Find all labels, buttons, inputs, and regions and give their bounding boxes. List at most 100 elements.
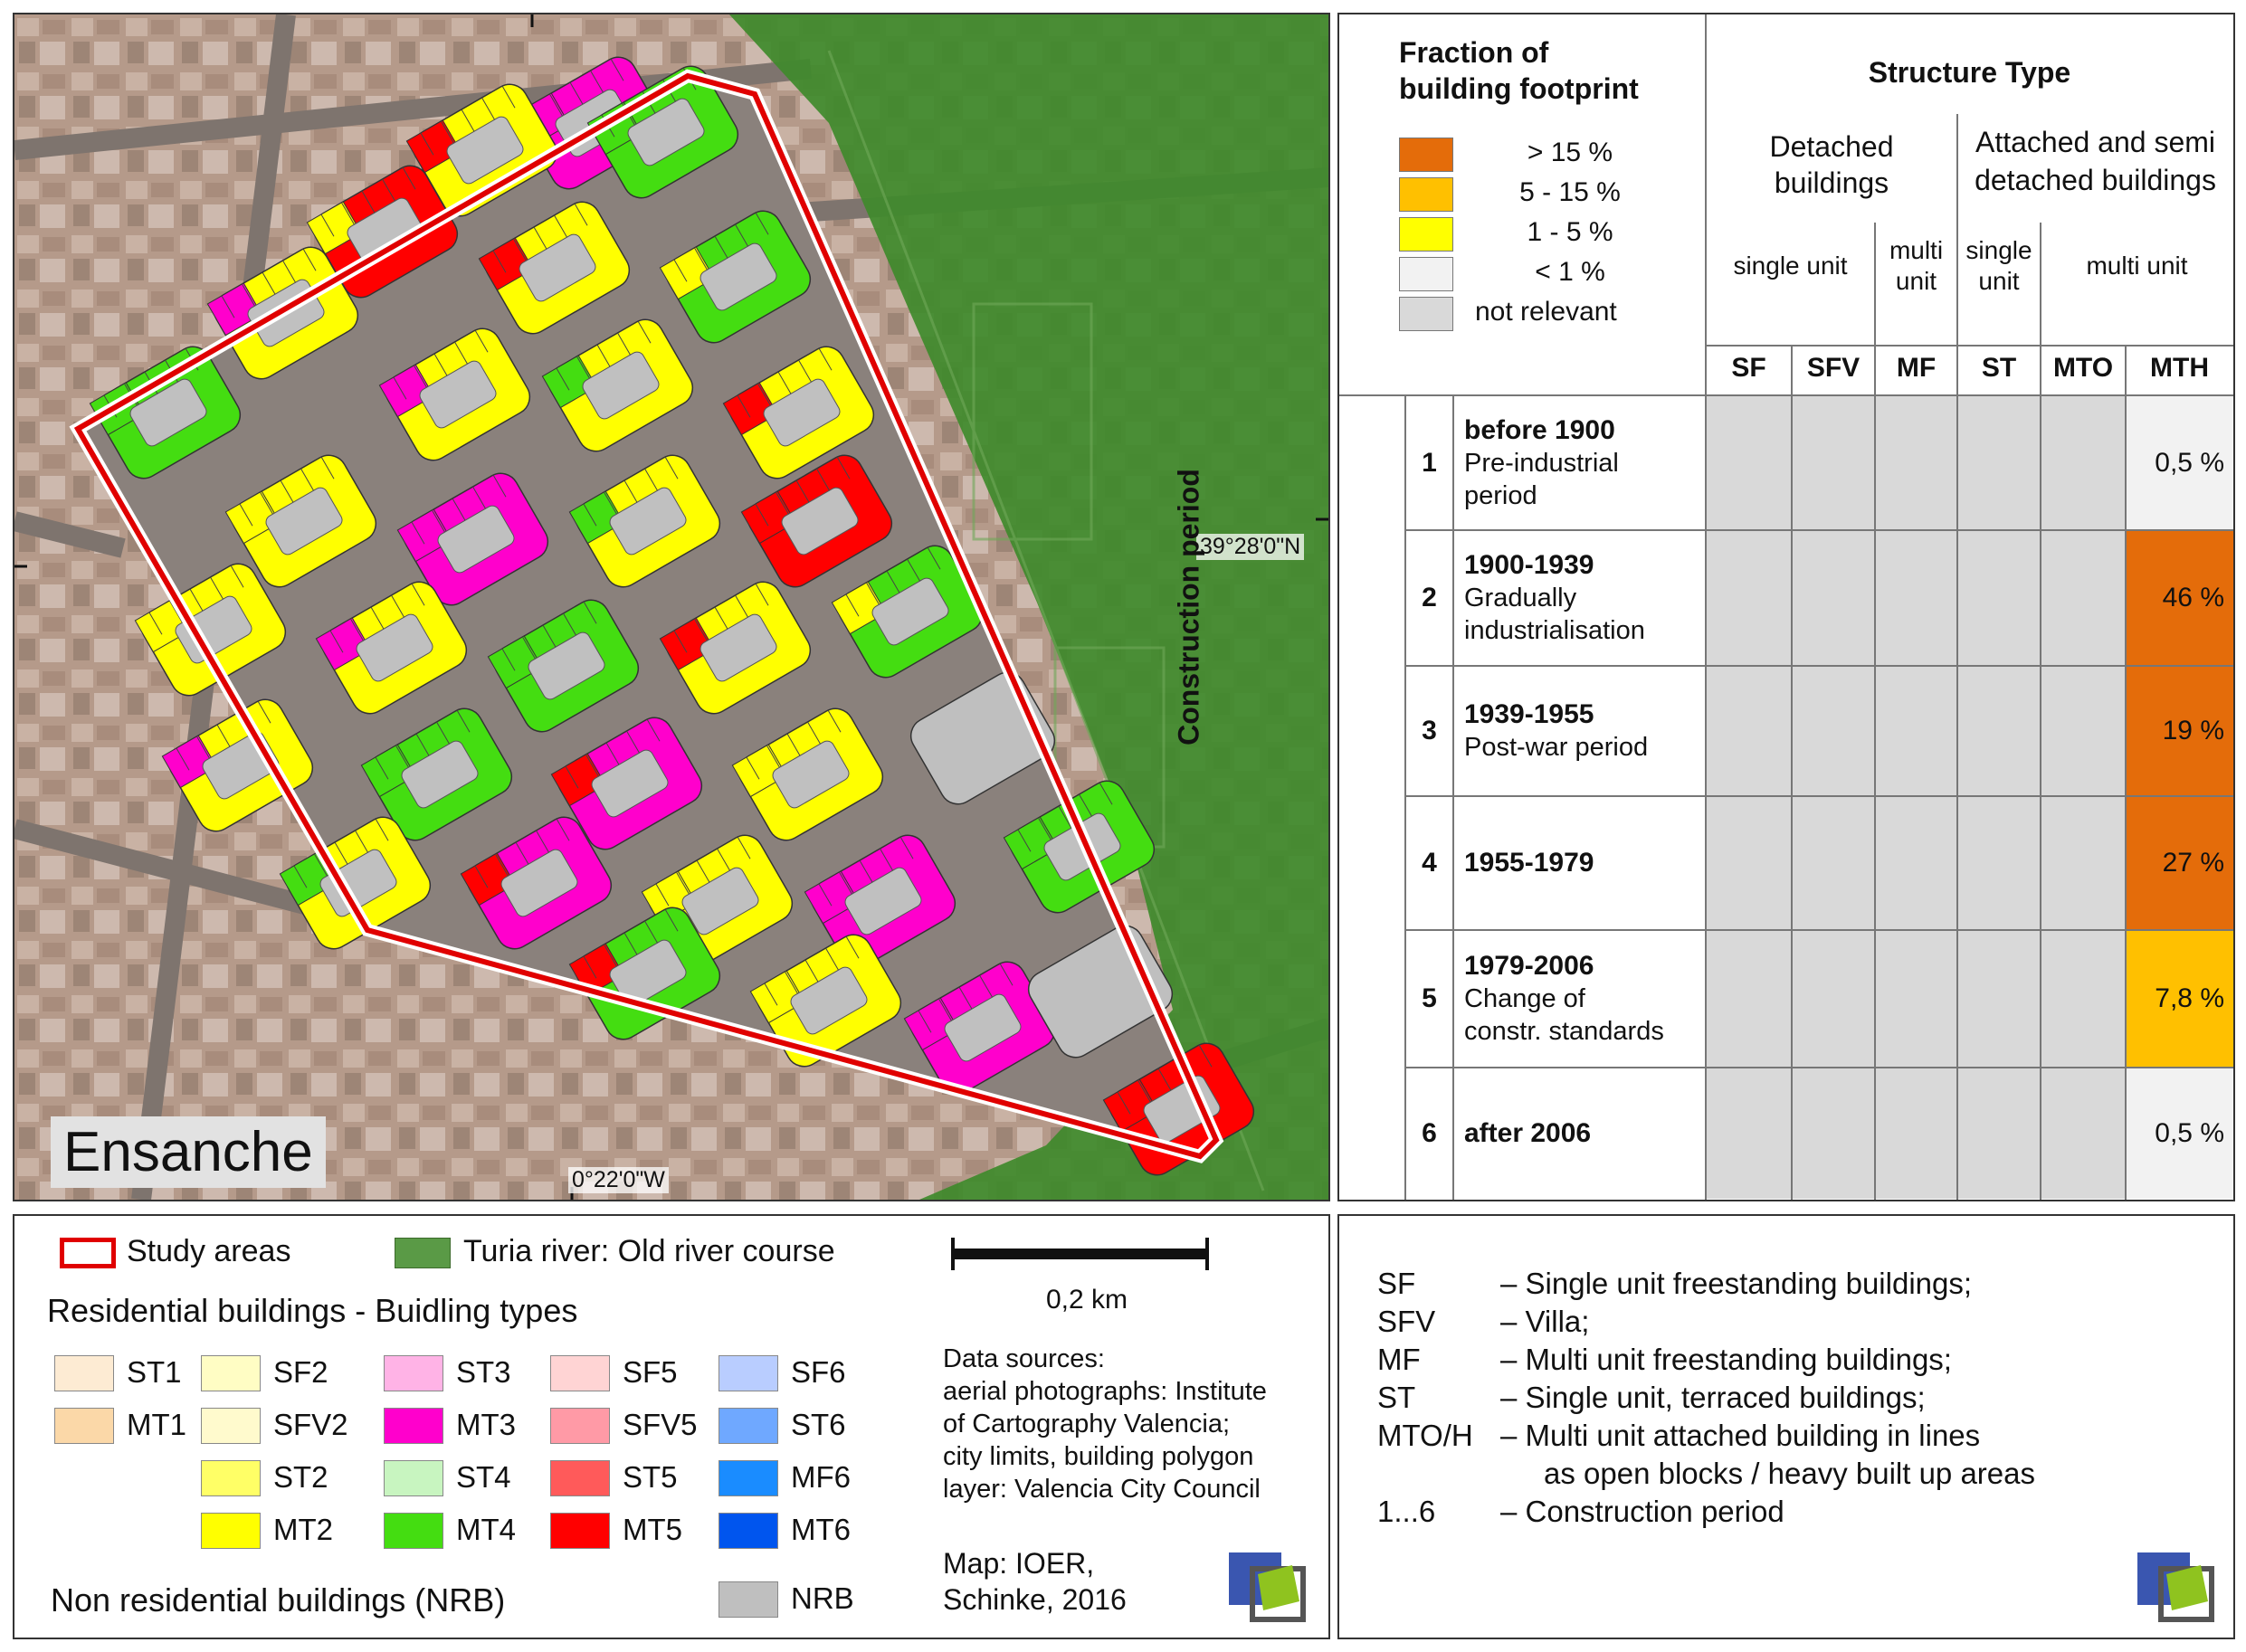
city-block: [550, 717, 703, 850]
period-number: 5: [1422, 983, 1437, 1013]
building-type-label: MF6: [791, 1460, 851, 1494]
period-number: 4: [1422, 848, 1437, 878]
detached-title-line2: buildings: [1774, 166, 1889, 199]
city-block: [722, 346, 875, 479]
city-block: [224, 454, 377, 588]
period-title: 1900-1939: [1464, 550, 1594, 580]
building-type-swatch: [550, 1460, 610, 1496]
not-relevant-cell: [2041, 1068, 2125, 1199]
city-block: [478, 201, 631, 335]
building-type-label: MT6: [791, 1513, 851, 1546]
period-label: 1955-1979: [1464, 796, 1704, 930]
building-type-swatch: [384, 1408, 443, 1444]
map-legend-panel: Study areas Turia river: Old river cours…: [13, 1214, 1330, 1639]
not-relevant-cell: [1876, 396, 1956, 529]
fraction-swatch: [1399, 297, 1453, 331]
building-type-label: MT1: [127, 1408, 186, 1441]
building-type-swatch: [550, 1355, 610, 1391]
detached-title-line1: Detached: [1769, 130, 1894, 163]
not-relevant-cell: [1958, 1068, 2040, 1199]
city-block: [360, 707, 513, 841]
study-area-swatch: [60, 1238, 116, 1268]
not-relevant-cell: [1793, 396, 1874, 529]
period-label: 1900-1939 Gradually industrialisation: [1464, 530, 1704, 666]
not-relevant-cell: [1793, 531, 1874, 665]
city-block: [378, 328, 531, 461]
data-sources-line4: city limits, building polygon: [943, 1442, 1254, 1471]
fraction-label: 5 - 15 %: [1519, 177, 1621, 207]
building-type-label: MT2: [273, 1513, 333, 1546]
not-relevant-cell: [1707, 797, 1791, 929]
period-description: Gradually: [1464, 584, 1577, 612]
not-relevant-cell: [1793, 931, 1874, 1067]
data-sources-line2: aerial photographs: Institute: [943, 1377, 1267, 1406]
period-description: industrialisation: [1464, 616, 1645, 645]
column-header: MF: [1896, 353, 1937, 383]
not-relevant-cell: [1707, 667, 1791, 795]
city-block: [659, 210, 812, 344]
table-grid: [1339, 14, 2233, 1200]
building-type-swatch: [201, 1408, 261, 1444]
not-relevant-cell: [1707, 531, 1791, 665]
construction-period-label: Construction period: [1172, 469, 1205, 745]
not-relevant-cell: [1793, 797, 1874, 929]
map-canvas[interactable]: [14, 14, 1328, 1200]
scale-label: 0,2 km: [1046, 1285, 1128, 1315]
detached-title: Detached buildings: [1706, 128, 1957, 201]
period-description: period: [1464, 480, 1537, 510]
building-type-swatch: [54, 1408, 114, 1444]
abbreviation-code: ST: [1377, 1381, 1416, 1414]
building-type-label: NRB: [791, 1581, 854, 1615]
not-relevant-cell: [1958, 931, 2040, 1067]
fraction-label: not relevant: [1475, 297, 1617, 327]
fraction-swatch: [1399, 177, 1453, 212]
abbreviation-code: MTO/H: [1377, 1419, 1473, 1452]
column-header: MTO: [2052, 353, 2114, 383]
fraction-header: Fraction of building footprint: [1399, 34, 1639, 107]
building-type-label: ST1: [127, 1355, 182, 1389]
turia-river-park: [729, 14, 1328, 1200]
building-type-swatch: [719, 1513, 778, 1549]
attached-title-line1: Attached and semi: [1975, 126, 2216, 158]
fraction-header-line2: building footprint: [1399, 72, 1639, 105]
period-label: before 1900 Pre-industrial period: [1464, 395, 1704, 530]
turia-swatch: [395, 1238, 451, 1268]
mth-value-cell: 27 %: [2127, 797, 2233, 929]
city-block: [740, 454, 893, 588]
city-block: [487, 599, 640, 733]
map-panel[interactable]: 39°28'0"N 0°22'0"W Ensanche: [13, 13, 1330, 1201]
building-type-label: ST4: [456, 1460, 511, 1494]
subhead-detached-multi: multi unit: [1875, 235, 1957, 297]
subhead-attached-single-line2: unit: [1978, 267, 2020, 295]
fraction-header-line1: Fraction of: [1399, 36, 1549, 69]
period-number: 6: [1422, 1118, 1437, 1148]
structure-type-title: Structure Type: [1868, 56, 2071, 89]
city-block: [804, 834, 956, 968]
building-type-label: SF2: [273, 1355, 328, 1389]
scale-bar: [951, 1238, 1209, 1270]
column-header: SF: [1731, 353, 1766, 383]
abbreviation-code: SF: [1377, 1267, 1416, 1300]
period-title: before 1900: [1464, 414, 1615, 445]
city-block: [568, 454, 721, 588]
not-relevant-cell: [1793, 667, 1874, 795]
period-number: 2: [1422, 583, 1437, 612]
not-relevant-cell: [1958, 531, 2040, 665]
not-relevant-cell: [1876, 797, 1956, 929]
subhead-attached-single: single unit: [1957, 235, 2041, 297]
period-number: 1: [1422, 447, 1437, 478]
city-block: [396, 472, 549, 606]
period-label: 1939-1955 Post-war period: [1464, 666, 1704, 796]
building-type-label: MT5: [623, 1513, 682, 1546]
period-description: Pre-industrial: [1464, 448, 1619, 478]
study-area-outline[interactable]: [73, 72, 1220, 1160]
building-type-swatch: [384, 1513, 443, 1549]
city-block: [460, 816, 613, 950]
study-area-label: Study areas: [127, 1234, 291, 1268]
city-block: [659, 581, 812, 715]
map-credit-line2: Schinke, 2016: [943, 1583, 1127, 1616]
building-type-label: SF6: [791, 1355, 846, 1389]
not-relevant-cell: [2041, 396, 2125, 529]
building-type-label: ST6: [791, 1408, 846, 1441]
not-relevant-cell: [1958, 667, 2040, 795]
